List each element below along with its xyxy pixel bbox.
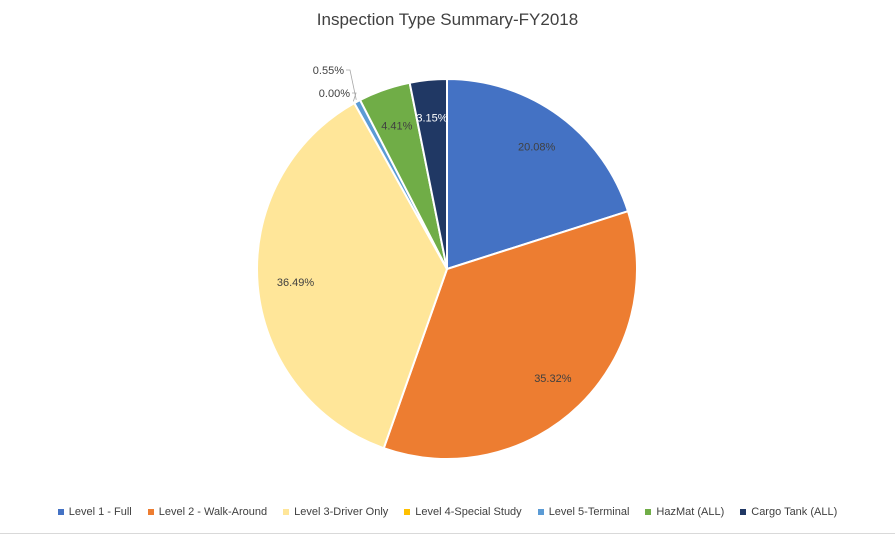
data-label-level-3-driver-only: 36.49% (277, 277, 315, 289)
pie-slice-level-3-driver-only (256, 101, 449, 450)
legend-item-level-4-special-study: Level 4-Special Study (404, 506, 522, 518)
legend-label: Level 4-Special Study (415, 506, 522, 518)
legend-label: Level 3-Driver Only (294, 506, 389, 518)
legend-item-level-3-driver-only: Level 3-Driver Only (283, 506, 388, 518)
legend-swatch (645, 509, 652, 515)
legend-label: Level 5-Terminal (548, 506, 630, 518)
legend-label: HazMat (ALL) (656, 506, 725, 518)
chart-title: Inspection Type Summary-FY2018 (316, 10, 579, 29)
legend-item-hazmat-all: HazMat (ALL) (645, 506, 724, 518)
legend-label: Cargo Tank (ALL) (751, 506, 838, 518)
data-label-level-2-walk-around: 35.32% (534, 373, 572, 385)
data-label-level-1-full: 20.08% (518, 141, 556, 153)
data-label-level-5-terminal: 0.55% (313, 65, 344, 77)
data-label-cargo-tank-all: 3.15% (416, 113, 447, 125)
leader-line-level-4-special-study (352, 92, 357, 102)
data-label-level-4-special-study: 0.00% (319, 88, 350, 100)
pie-chart: 20.08% 35.32% 36.49% 0.00% 0.55% 4.41% 3.15% (256, 65, 638, 460)
data-label-hazmat-all: 4.41% (381, 121, 412, 133)
chart-legend: Level 1 - Full Level 2 - Walk-Around Level… (0, 506, 895, 518)
legend-item-cargo-tank-all: Cargo Tank (ALL) (740, 506, 837, 518)
legend-swatch (57, 509, 64, 515)
legend-item-level-2-walk-around: Level 2 - Walk-Around (147, 506, 268, 518)
legend-label: Level 2 - Walk-Around (158, 506, 268, 518)
pie-slice-level-2-walk-around (382, 209, 638, 460)
legend-label: Level 1 - Full (68, 506, 132, 518)
legend-swatch (404, 509, 411, 515)
legend-swatch (537, 509, 544, 515)
legend-swatch (740, 509, 747, 515)
pie-slice-level-1-full (446, 77, 630, 271)
legend-swatch (147, 509, 154, 515)
legend-item-level-5-terminal: Level 5-Terminal (537, 506, 630, 518)
legend-item-level-1-full: Level 1 - Full (57, 506, 132, 518)
bottom-divider (0, 533, 895, 534)
leader-line-level-5-terminal (346, 69, 357, 100)
pie-slice-cargo-tank-all (408, 77, 448, 270)
legend-swatch (283, 509, 290, 515)
